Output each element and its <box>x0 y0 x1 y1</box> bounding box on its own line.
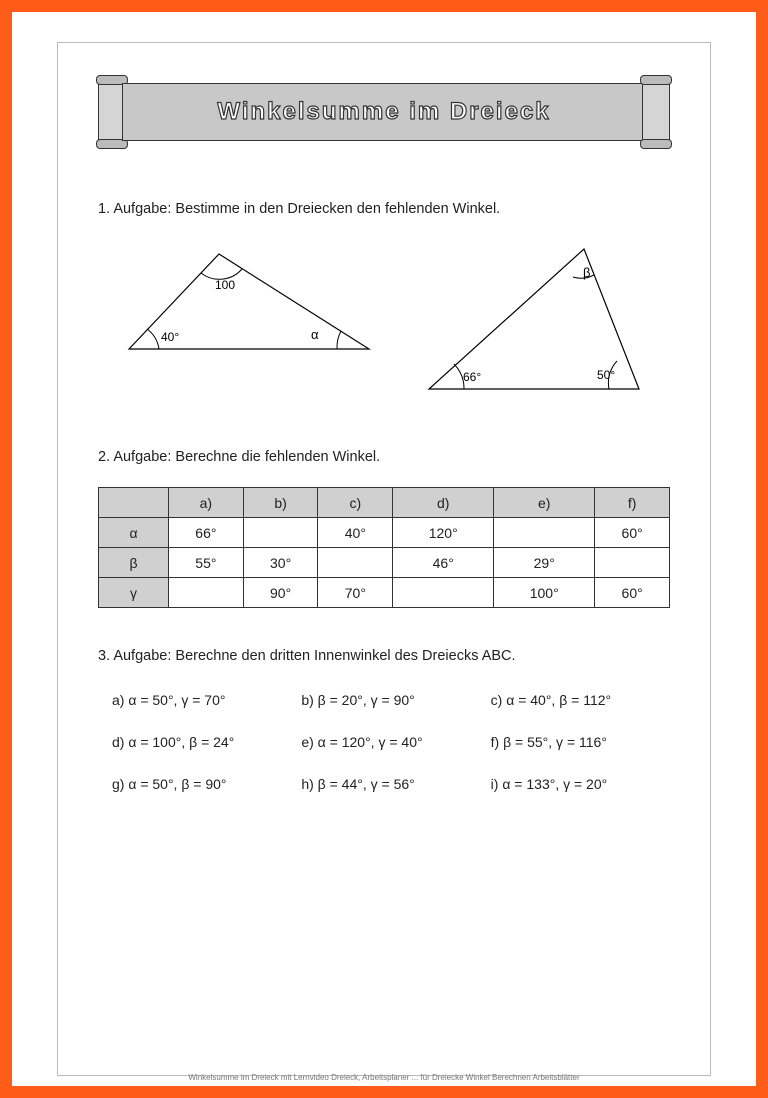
t3-item: h) β = 44°, γ = 56° <box>301 776 480 792</box>
t3-item: c) α = 40°, β = 112° <box>491 692 670 708</box>
cell: 60° <box>595 518 670 548</box>
task-3-grid: a) α = 50°, γ = 70° b) β = 20°, γ = 90° … <box>98 692 670 792</box>
cell <box>595 548 670 578</box>
triangle-b-top-label: β <box>583 265 590 280</box>
t3-item: e) α = 120°, γ = 40° <box>301 734 480 750</box>
task-2-prompt: 2. Aufgabe: Berechne die fehlenden Winke… <box>98 449 670 465</box>
rowhead-gamma: γ <box>99 578 169 608</box>
cell: 46° <box>393 548 494 578</box>
cell: 40° <box>318 518 393 548</box>
rowhead-alpha: α <box>99 518 169 548</box>
cell <box>494 518 595 548</box>
task-2: 2. Aufgabe: Berechne die fehlenden Winke… <box>98 449 670 608</box>
cell: 29° <box>494 548 595 578</box>
task-3-prompt: 3. Aufgabe: Berechne den dritten Innenwi… <box>98 648 670 664</box>
triangle-b-right-label: 50° <box>597 368 615 382</box>
cell: 90° <box>243 578 318 608</box>
task-1: 1. Aufgabe: Bestimme in den Dreiecken de… <box>98 201 670 399</box>
cell: 66° <box>169 518 244 548</box>
cell: 120° <box>393 518 494 548</box>
rowhead-beta: β <box>99 548 169 578</box>
table-corner <box>99 488 169 518</box>
title-banner: Winkelsumme im Dreieck <box>98 83 670 141</box>
cell <box>318 548 393 578</box>
cell: 100° <box>494 578 595 608</box>
page-title: Winkelsumme im Dreieck <box>217 98 550 126</box>
col-e: e) <box>494 488 595 518</box>
triangle-a-top-label: 100 <box>215 278 235 292</box>
triangle-a: 40° 100 α <box>119 239 379 359</box>
table-row-alpha: α 66° 40° 120° 60° <box>99 518 670 548</box>
cell <box>169 578 244 608</box>
task-1-prompt: 1. Aufgabe: Bestimme in den Dreiecken de… <box>98 201 670 217</box>
scroll-cap-right <box>642 78 670 146</box>
cell: 30° <box>243 548 318 578</box>
table-row-gamma: γ 90° 70° 100° 60° <box>99 578 670 608</box>
triangle-b-left-label: 66° <box>463 370 481 384</box>
col-a: a) <box>169 488 244 518</box>
triangle-a-left-label: 40° <box>161 330 179 344</box>
cell <box>393 578 494 608</box>
triangle-b: 66° β 50° <box>419 239 649 399</box>
t3-item: g) α = 50°, β = 90° <box>112 776 291 792</box>
cell: 60° <box>595 578 670 608</box>
col-b: b) <box>243 488 318 518</box>
t3-item: d) α = 100°, β = 24° <box>112 734 291 750</box>
t3-item: f) β = 55°, γ = 116° <box>491 734 670 750</box>
angle-table: a) b) c) d) e) f) α 66° 40° 120° <box>98 487 670 608</box>
cell: 70° <box>318 578 393 608</box>
col-d: d) <box>393 488 494 518</box>
t3-item: b) β = 20°, γ = 90° <box>301 692 480 708</box>
cell: 55° <box>169 548 244 578</box>
triangle-a-right-label: α <box>311 327 319 342</box>
task-3: 3. Aufgabe: Berechne den dritten Innenwi… <box>98 648 670 792</box>
cell <box>243 518 318 548</box>
col-c: c) <box>318 488 393 518</box>
table-header-row: a) b) c) d) e) f) <box>99 488 670 518</box>
t3-item: i) α = 133°, γ = 20° <box>491 776 670 792</box>
t3-item: a) α = 50°, γ = 70° <box>112 692 291 708</box>
table-row-beta: β 55° 30° 46° 29° <box>99 548 670 578</box>
col-f: f) <box>595 488 670 518</box>
image-caption: Winkelsumme im Dreieck mit Lernvideo Dre… <box>12 1073 756 1082</box>
